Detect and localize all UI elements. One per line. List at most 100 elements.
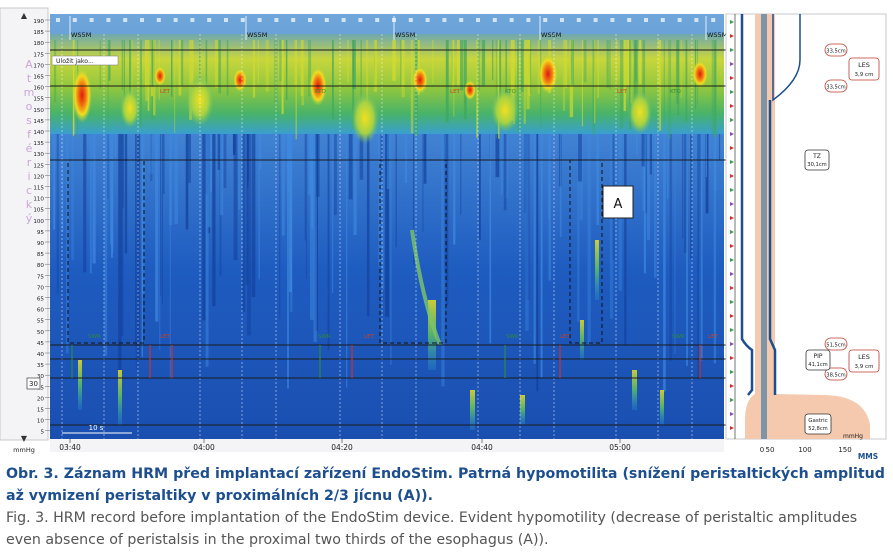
swallow-label: LET bbox=[450, 89, 461, 95]
time-gridlines bbox=[61, 34, 693, 439]
ws5m-marker: WS5M bbox=[707, 31, 727, 39]
pressure-tick: 120 bbox=[33, 174, 44, 180]
pressure-axis: 1901851801751701651601551501451401351301… bbox=[33, 19, 50, 436]
pressure-tick: 30 bbox=[37, 374, 45, 380]
swallow-label: KTO bbox=[315, 89, 327, 95]
pressure-tick: 80 bbox=[37, 263, 45, 269]
vlabel-char: é bbox=[26, 142, 33, 155]
time-tick: 03:40 bbox=[59, 443, 81, 452]
pressure-tick: 45 bbox=[37, 341, 45, 347]
time-tick: 04:00 bbox=[193, 443, 215, 452]
bottom-event-label: LET bbox=[708, 334, 719, 340]
hrm-plot: 1901851801751701651601551501451401351301… bbox=[0, 7, 887, 454]
pressure-tick: 50 bbox=[37, 330, 45, 336]
pressure-tick: 85 bbox=[37, 252, 45, 258]
low-pressure-streaks bbox=[78, 229, 664, 430]
vlabel-char: s bbox=[26, 114, 32, 127]
swallow-label: LET bbox=[160, 89, 171, 95]
hrm-figure: 190 185 180 175 170 165 160 155 150 145 140 135 130 1… bbox=[0, 7, 887, 461]
pressure-tick: 55 bbox=[37, 319, 45, 325]
pressure-tick: 170 bbox=[33, 63, 44, 69]
time-tick: 05:00 bbox=[609, 443, 631, 452]
bottom-event-label: LET bbox=[364, 334, 375, 340]
bottom-event-labels: SWR LET SWR LET SWR LET SWR LET bbox=[71, 334, 719, 378]
pressure-tick: 175 bbox=[33, 52, 44, 58]
pressure-tick: 60 bbox=[37, 308, 45, 314]
swallow-label: KTO bbox=[505, 89, 517, 95]
zoom-badge-box[interactable] bbox=[26, 377, 41, 390]
pressure-tick: 25 bbox=[37, 385, 45, 391]
vlabel-char: ý bbox=[26, 212, 33, 225]
bottom-event-label: LET bbox=[560, 334, 571, 340]
pressure-tick: 110 bbox=[33, 197, 44, 203]
pressure-tick: 160 bbox=[33, 86, 44, 92]
save-as-label: Uložit jako... bbox=[56, 57, 94, 65]
ws5m-marker: WS5M bbox=[395, 31, 415, 39]
bottom-event-label: SWR bbox=[672, 334, 685, 340]
pressure-tick: 15 bbox=[37, 408, 45, 414]
pressure-tick: 35 bbox=[37, 363, 45, 369]
pressure-tick: 40 bbox=[37, 352, 45, 358]
swallow-labels: LET KTO LET KTO LET KTO bbox=[160, 89, 682, 95]
pressure-tick: 125 bbox=[33, 163, 44, 169]
bottom-event-label: SWR bbox=[506, 334, 519, 340]
ws5m-markers: WS5M WS5M WS5M WS5M WS5M bbox=[56, 16, 727, 40]
vlabel-char: i bbox=[27, 170, 30, 183]
pressure-tick: 150 bbox=[33, 108, 44, 114]
pressure-tick: 20 bbox=[37, 396, 45, 402]
zoom-badge: 30 bbox=[29, 380, 38, 388]
vlabel-char: f bbox=[27, 128, 32, 141]
pressure-unit: mmHg bbox=[13, 446, 35, 454]
pressure-tick: 145 bbox=[33, 119, 44, 125]
pressure-tick: 190 bbox=[33, 19, 44, 25]
pressure-tick: 95 bbox=[37, 230, 45, 236]
pressure-hotspots bbox=[72, 54, 708, 144]
vlabel-char: k bbox=[26, 198, 33, 211]
save-as-button[interactable] bbox=[51, 55, 119, 66]
time-tick: 04:20 bbox=[331, 443, 353, 452]
pressure-tick: 140 bbox=[33, 130, 44, 136]
pressure-tick: 90 bbox=[37, 241, 45, 247]
swallow-label: LET bbox=[617, 89, 628, 95]
pressure-tick: 130 bbox=[33, 152, 44, 158]
scale-label: 10 s bbox=[89, 424, 104, 432]
pressure-tick: 100 bbox=[33, 219, 44, 225]
vlabel-char: t bbox=[27, 72, 32, 85]
pressure-tick: 135 bbox=[33, 141, 44, 147]
pressure-tick: 75 bbox=[37, 274, 45, 280]
caption-english: Fig. 3. HRM record before implantation o… bbox=[6, 510, 858, 548]
vlabel-char: m bbox=[24, 86, 35, 99]
bottom-event-label: SWR bbox=[88, 334, 101, 340]
pressure-tick: 185 bbox=[33, 30, 44, 36]
scroll-up-icon[interactable]: ▲ bbox=[21, 11, 28, 20]
ws5m-marker: WS5M bbox=[247, 31, 267, 39]
pressure-streaks bbox=[53, 40, 721, 392]
swallow-label: KTO bbox=[670, 89, 682, 95]
right-panel bbox=[725, 13, 887, 440]
box-label-frame bbox=[602, 185, 634, 219]
bottom-event-label: LET bbox=[160, 334, 171, 340]
pressure-tick: 165 bbox=[33, 75, 44, 81]
pressure-tick: 65 bbox=[37, 297, 45, 303]
pressure-tick: 105 bbox=[33, 208, 44, 214]
pressure-tick: 5 bbox=[40, 430, 44, 436]
time-axis: 03:40 04:00 04:20 04:40 05:00 bbox=[59, 439, 631, 452]
vlabel-char: c bbox=[26, 184, 32, 197]
vlabel-char: o bbox=[26, 100, 33, 113]
time-tick: 04:40 bbox=[471, 443, 493, 452]
ws5m-marker: WS5M bbox=[541, 31, 561, 39]
pressure-tick: 10 bbox=[37, 419, 45, 425]
vlabel-char: r bbox=[27, 156, 32, 169]
box-label: A bbox=[614, 197, 623, 212]
hypomotility-boxes bbox=[67, 159, 603, 344]
vlabel-char: A bbox=[25, 58, 33, 71]
scroll-down-icon[interactable]: ▼ bbox=[21, 434, 28, 443]
pressure-tick: 70 bbox=[37, 285, 45, 291]
ws5m-marker: WS5M bbox=[71, 31, 91, 39]
bottom-event-label: SWR bbox=[318, 334, 331, 340]
pressure-tick: 180 bbox=[33, 41, 44, 47]
caption-czech: Obr. 3. Záznam HRM před implantací zaříz… bbox=[6, 466, 885, 504]
pressure-tick: 155 bbox=[33, 97, 44, 103]
pressure-tick: 115 bbox=[33, 186, 44, 192]
